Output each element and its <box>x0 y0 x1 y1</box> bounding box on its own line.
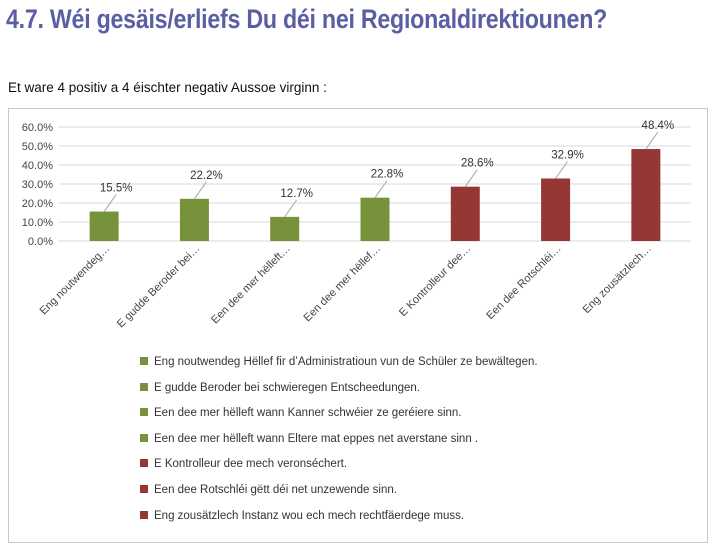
chart-area: 0.0% 10.0% 20.0% 30.0% 40.0% 50.0% 60.0% 15.5% E… <box>8 108 708 543</box>
bar <box>450 186 480 241</box>
legend-label: E Kontrolleur dee mech veronséchert. <box>154 458 348 471</box>
legend-label: Eng noutwendeg Hëllef fir d’Administrati… <box>154 356 538 368</box>
legend-label: Eng zousätzlech Instanz wou ech mech rec… <box>154 509 465 522</box>
legend-swatch <box>140 408 148 417</box>
x-tick-label: E gudde Beroder bei… <box>115 243 203 331</box>
data-label: 12.7% <box>280 188 313 200</box>
y-tick-label: 60.0% <box>22 122 53 134</box>
x-tick-label: Een dee Rotschléi… <box>484 243 563 322</box>
data-label: 48.4% <box>642 120 675 132</box>
legend-swatch <box>140 510 148 519</box>
legend-item: Eng zousätzlech Instanz wou ech mech rec… <box>140 509 538 535</box>
legend-swatch <box>140 484 148 493</box>
leader-line <box>374 180 388 198</box>
legend-swatch <box>140 357 148 365</box>
data-label: 15.5% <box>100 183 133 195</box>
legend-item: Een dee Rotschléi gëtt déi net unzewende… <box>140 483 538 509</box>
legend-label: Een dee Rotschléi gëtt déi net unzewende… <box>154 483 397 496</box>
legend-swatch <box>140 459 148 468</box>
leader-line <box>464 169 478 187</box>
leader-line <box>103 194 117 212</box>
chart-legend: Eng noutwendeg Hëllef fir d’Administrati… <box>140 355 538 534</box>
bar <box>179 198 209 241</box>
legend-item: Eng noutwendeg Hëllef fir d’Administrati… <box>140 355 538 381</box>
legend-item: E gudde Beroder bei schwieregen Entschee… <box>140 381 538 407</box>
x-tick-label: Een dee mer hëlleft… <box>209 243 293 327</box>
leader-line <box>645 131 659 150</box>
data-label: 28.6% <box>461 158 494 170</box>
bar <box>89 211 119 241</box>
x-tick-label: Eng noutwendeg… <box>38 243 113 318</box>
y-tick-label: 0.0% <box>28 236 53 248</box>
legend-label: Een dee mer hëlleft wann Kanner schwéier… <box>154 407 462 420</box>
legend-item: Een dee mer hëlleft wann Eltere mat eppe… <box>140 432 538 458</box>
leader-line <box>194 181 207 200</box>
x-tick-label: E Kontrolleur dee… <box>397 243 473 319</box>
x-tick-label: Eng zousätzlech… <box>581 243 654 316</box>
y-tick-label: 20.0% <box>22 198 53 210</box>
x-tick-label: Een dee mer hëllef… <box>302 243 384 325</box>
bar <box>360 197 390 241</box>
y-tick-label: 30.0% <box>22 179 53 191</box>
legend-item: Een dee mer hëlleft wann Kanner schwéier… <box>140 406 538 432</box>
leader-line <box>284 199 298 218</box>
legend-swatch <box>140 382 148 391</box>
legend-label: Een dee mer hëlleft wann Eltere mat eppe… <box>154 432 479 445</box>
leader-line <box>555 161 568 179</box>
chart-subtitle: Et ware 4 positiv a 4 éischter negativ A… <box>8 80 327 95</box>
bar <box>270 216 300 241</box>
y-tick-label: 50.0% <box>22 141 53 153</box>
legend-swatch <box>140 433 148 442</box>
page-title: 4.7. Wéi gesäis/erliefs Du déi nei Regio… <box>6 4 608 34</box>
legend-item: E Kontrolleur dee mech veronséchert. <box>140 457 538 483</box>
bar <box>541 178 571 241</box>
data-label: 32.9% <box>551 149 584 161</box>
bar <box>631 149 661 241</box>
legend-label: E gudde Beroder bei schwieregen Entschee… <box>154 381 420 394</box>
y-tick-label: 40.0% <box>22 160 53 172</box>
data-label: 22.2% <box>190 170 223 182</box>
data-label: 22.8% <box>371 169 404 181</box>
bar-chart: 0.0% 10.0% 20.0% 30.0% 40.0% 50.0% 60.0% 15.5% E… <box>22 120 691 331</box>
y-tick-label: 10.0% <box>22 217 53 229</box>
